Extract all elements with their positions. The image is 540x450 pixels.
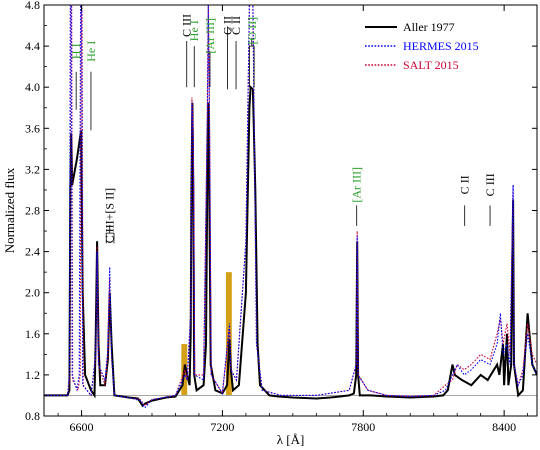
y-tick-label: 4.0: [25, 80, 40, 94]
y-tick-label: 3.2: [25, 162, 40, 176]
y-tick-label: 2.4: [25, 245, 40, 259]
annotation-label: [Ar III]: [350, 167, 364, 203]
y-tick-label: 0.8: [25, 409, 40, 423]
x-tick-label: 7200: [210, 420, 234, 434]
series-line-3: [44, 5, 537, 407]
annotation-label: C III+[S II]: [103, 188, 117, 243]
annotation-tick: [227, 25, 232, 90]
annotation-label: C III: [483, 173, 497, 196]
annotation-label: He I: [84, 41, 98, 62]
annotation-label: H I: [69, 43, 83, 59]
y-tick-label: 2.0: [25, 286, 40, 300]
x-tick-label: 7800: [351, 420, 375, 434]
y-tick-label: 4.4: [25, 39, 40, 53]
x-tick-label: 8400: [492, 420, 516, 434]
annotation-label: C II: [458, 175, 472, 194]
series-line-1: [44, 85, 537, 408]
series-line-2: [44, 5, 537, 409]
annotation-label: C III: [180, 14, 194, 37]
annotation-label: He I: [187, 20, 201, 41]
y-tick-label: 1.6: [25, 327, 40, 341]
legend-label: Aller 1977: [403, 20, 455, 34]
x-axis-label: λ [Å]: [277, 432, 305, 447]
legend-label: HERMES 2015: [403, 39, 479, 53]
plot-frame: [43, 4, 538, 417]
legend-label: SALT 2015: [403, 58, 459, 72]
annotation-label: C II: [221, 16, 235, 35]
annotation-label: C II: [229, 16, 243, 35]
y-tick-label: 4.8: [25, 0, 40, 12]
annotation-label: [O II]: [245, 17, 259, 45]
y-tick-label: 1.2: [25, 368, 40, 382]
x-axis-ticks: 6600 7200 7800 8400: [57, 5, 529, 434]
legend: Aller 1977 HERMES 2015 SALT 2015: [365, 20, 479, 72]
y-tick-label: 3.6: [25, 121, 40, 135]
x-tick-label: 6600: [70, 420, 94, 434]
series-lines: [44, 5, 537, 409]
y-axis-ticks: 0.8 1.2 1.6 2.0 2.4 2.8 3.2 3.6 4.0 4.4 4.8: [25, 0, 537, 423]
y-axis-label: Normalized flux: [2, 167, 17, 253]
annotation-label: [Ar III]: [203, 18, 217, 54]
y-tick-label: 2.8: [25, 204, 40, 218]
